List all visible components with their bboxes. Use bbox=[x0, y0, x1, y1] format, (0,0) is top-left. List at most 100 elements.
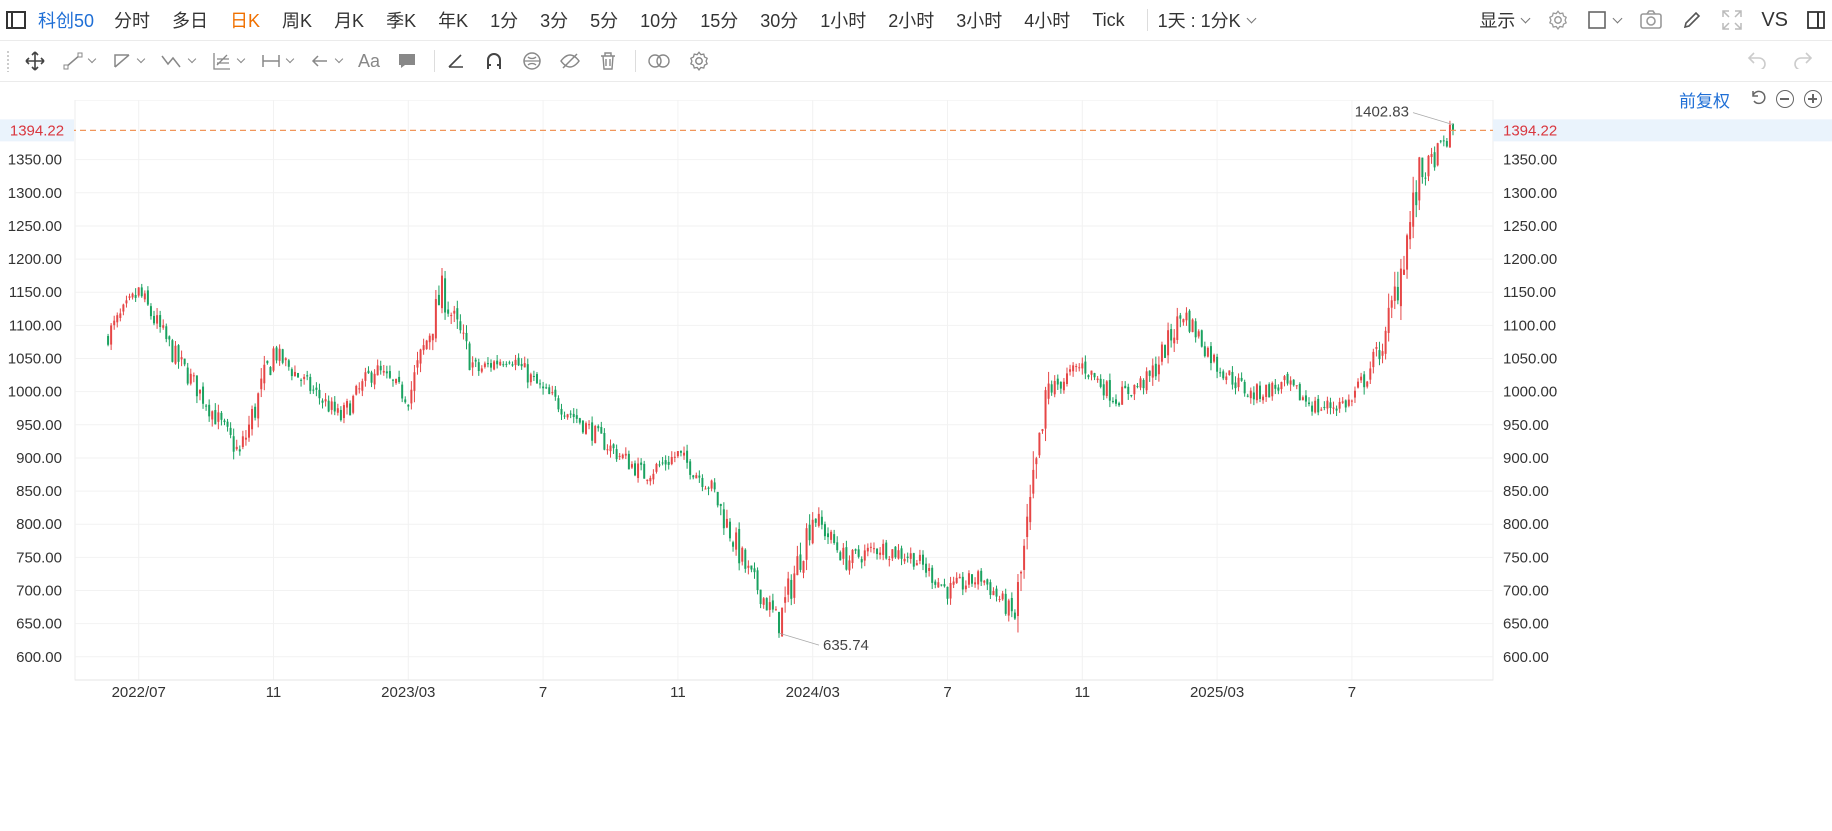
y-tick-label: 800.00 bbox=[16, 516, 62, 533]
period-tab[interactable]: 日K bbox=[230, 11, 261, 31]
candle-body bbox=[422, 345, 425, 351]
fib-tool-dropdown[interactable] bbox=[211, 50, 246, 72]
period-tab[interactable]: 1分 bbox=[490, 11, 519, 31]
x-tick-label: 7 bbox=[943, 684, 951, 701]
candle-body bbox=[223, 420, 226, 423]
candle-body bbox=[1258, 385, 1261, 399]
redo-icon[interactable] bbox=[1792, 49, 1814, 74]
zoom-in-icon[interactable] bbox=[1804, 90, 1822, 108]
top-right-tools: 显示 VS bbox=[1461, 0, 1832, 40]
price-tag-right-bg bbox=[1493, 119, 1832, 142]
period-tab[interactable]: 月K bbox=[334, 11, 365, 31]
period-tab[interactable]: 3分 bbox=[540, 11, 569, 31]
candle-body bbox=[1344, 400, 1347, 408]
period-tab[interactable]: 1小时 bbox=[820, 11, 867, 31]
magnet-icon[interactable] bbox=[483, 50, 505, 72]
vs-compare-button[interactable]: VS bbox=[1761, 8, 1788, 31]
text-tool-icon[interactable]: Aa bbox=[358, 50, 381, 71]
candle-body bbox=[174, 345, 177, 364]
hide-drawings-icon[interactable] bbox=[559, 50, 581, 72]
candle-body bbox=[1402, 269, 1405, 275]
period-tab[interactable]: Tick bbox=[1092, 9, 1125, 30]
candle-body bbox=[686, 450, 689, 463]
candle-body bbox=[1424, 177, 1427, 179]
wave-tool-dropdown[interactable] bbox=[160, 50, 197, 72]
candle-body bbox=[419, 349, 422, 364]
drag-handle[interactable] bbox=[6, 50, 10, 72]
period-tab[interactable]: 年K bbox=[438, 11, 469, 31]
period-tab[interactable]: 2小时 bbox=[888, 11, 935, 31]
period-tab[interactable]: 分时 bbox=[114, 11, 151, 31]
candle-body bbox=[483, 363, 486, 367]
candle-body bbox=[290, 369, 293, 377]
candle-body bbox=[704, 488, 707, 490]
sidebar-toggle-icon[interactable] bbox=[1806, 10, 1826, 30]
measure-tool-dropdown[interactable] bbox=[260, 50, 295, 72]
candle-body bbox=[247, 424, 250, 438]
y-tick-label: 1150.00 bbox=[1503, 284, 1556, 301]
gear-icon[interactable] bbox=[1547, 9, 1569, 31]
candle-body bbox=[156, 315, 159, 324]
candle-body bbox=[493, 361, 496, 370]
candle-body bbox=[851, 549, 854, 563]
candle-body bbox=[578, 418, 581, 423]
period-tab[interactable]: 10分 bbox=[640, 11, 679, 31]
candle-body bbox=[1427, 155, 1430, 177]
move-cross-icon[interactable] bbox=[24, 50, 46, 72]
candlestick-chart[interactable]: 600.00 650.00 700.00 750.00 800.00 850.00 900.… bbox=[0, 100, 1832, 820]
candle-body bbox=[759, 589, 762, 605]
candle-body bbox=[1133, 384, 1136, 395]
layout-dropdown[interactable] bbox=[1587, 10, 1623, 30]
candle-body bbox=[863, 550, 866, 561]
zoom-out-icon[interactable] bbox=[1776, 90, 1794, 108]
lock-drawings-icon[interactable] bbox=[521, 50, 543, 72]
candle-body bbox=[692, 475, 695, 478]
drawing-settings-icon[interactable] bbox=[688, 50, 710, 72]
overlay-icon[interactable] bbox=[646, 50, 672, 72]
interval-mode-dropdown[interactable]: 1天 : 1分K bbox=[1158, 7, 1257, 33]
candle-body bbox=[931, 567, 934, 583]
candle-body bbox=[505, 363, 508, 365]
price-adjustment-toggle[interactable]: 前复权 bbox=[1679, 91, 1730, 111]
arrow-tool-dropdown[interactable] bbox=[309, 50, 344, 72]
y-tick-label: 700.00 bbox=[16, 583, 62, 600]
x-tick-label: 11 bbox=[266, 684, 282, 701]
candle-body bbox=[827, 533, 830, 538]
candle-body bbox=[1078, 367, 1081, 369]
period-tab[interactable]: 周K bbox=[282, 11, 313, 31]
reset-view-icon[interactable] bbox=[1748, 87, 1768, 112]
candle-body bbox=[125, 300, 128, 304]
candle-body bbox=[1234, 382, 1237, 389]
angle-tool-icon[interactable] bbox=[445, 50, 467, 72]
fullscreen-icon[interactable] bbox=[1721, 9, 1743, 31]
panel-toggle-icon[interactable] bbox=[6, 11, 26, 29]
candle-body bbox=[459, 321, 462, 331]
channel-tool-dropdown[interactable] bbox=[111, 50, 146, 72]
line-tool-dropdown[interactable] bbox=[62, 50, 97, 72]
candle-body bbox=[790, 579, 793, 599]
candle-body bbox=[254, 406, 257, 418]
period-tab[interactable]: 5分 bbox=[590, 11, 619, 31]
period-tab[interactable]: 15分 bbox=[700, 11, 739, 31]
pencil-icon[interactable] bbox=[1681, 9, 1703, 31]
trash-icon[interactable] bbox=[597, 50, 619, 72]
candle-body bbox=[1406, 235, 1409, 270]
candle-body bbox=[220, 412, 223, 420]
candle-body bbox=[134, 294, 137, 298]
candle-body bbox=[701, 477, 704, 488]
undo-icon[interactable] bbox=[1746, 49, 1768, 74]
chevron-down-icon bbox=[187, 54, 197, 64]
candle-body bbox=[229, 427, 232, 435]
candle-body bbox=[1200, 330, 1203, 347]
symbol-selector[interactable]: 科创50 bbox=[38, 11, 95, 31]
period-tab[interactable]: 30分 bbox=[760, 11, 799, 31]
period-tab[interactable]: 多日 bbox=[172, 11, 209, 31]
square-icon bbox=[1588, 11, 1607, 29]
period-tab[interactable]: 季K bbox=[386, 11, 417, 31]
comment-icon[interactable] bbox=[396, 50, 418, 72]
period-tab[interactable]: 3小时 bbox=[956, 11, 1003, 31]
display-dropdown[interactable]: 显示 bbox=[1479, 7, 1531, 33]
period-tab[interactable]: 4小时 bbox=[1024, 11, 1071, 31]
camera-icon[interactable] bbox=[1639, 9, 1663, 31]
candle-body bbox=[346, 401, 349, 408]
